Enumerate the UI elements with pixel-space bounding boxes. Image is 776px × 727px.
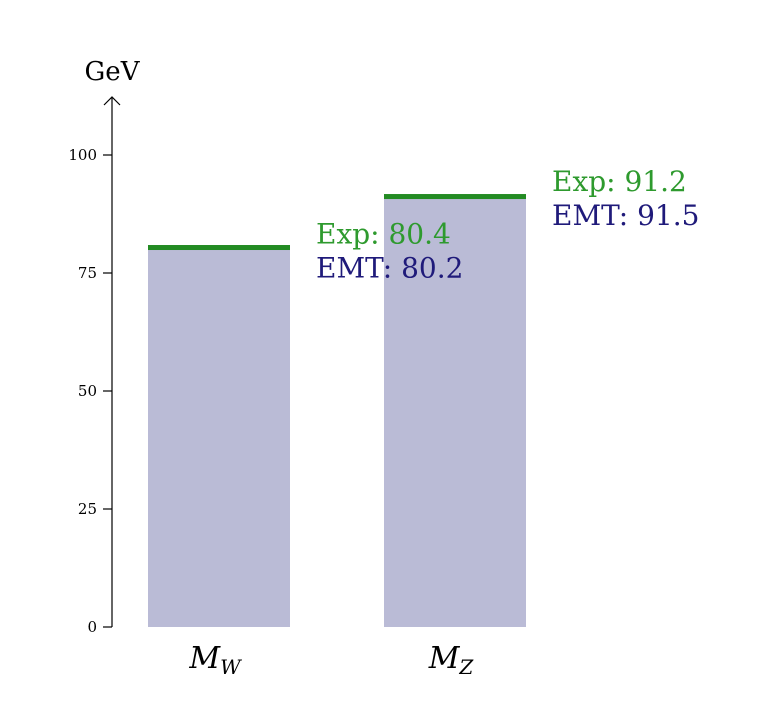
y-tick-label: 100: [68, 146, 97, 164]
y-tick-label: 25: [78, 500, 97, 518]
bar-emt-M_W: [148, 248, 290, 627]
bar-emt-M_Z: [384, 195, 526, 627]
y-tick-label: 0: [87, 618, 97, 636]
y-axis-label: GeV: [85, 57, 141, 87]
data-label-emt: EMT: 80.2: [316, 252, 463, 285]
data-label-exp: Exp: 80.4: [316, 218, 451, 251]
y-tick-label: 75: [78, 264, 97, 282]
bar-exp-M_W: [148, 245, 290, 251]
data-label-exp: Exp: 91.2: [552, 165, 687, 198]
data-label-emt: EMT: 91.5: [552, 199, 699, 232]
x-tick-label: MZ: [428, 641, 475, 679]
y-tick-label: 50: [78, 382, 97, 400]
bar-exp-M_Z: [384, 194, 526, 200]
y-axis-arrow: [103, 96, 121, 106]
x-tick-label: MW: [188, 641, 242, 679]
